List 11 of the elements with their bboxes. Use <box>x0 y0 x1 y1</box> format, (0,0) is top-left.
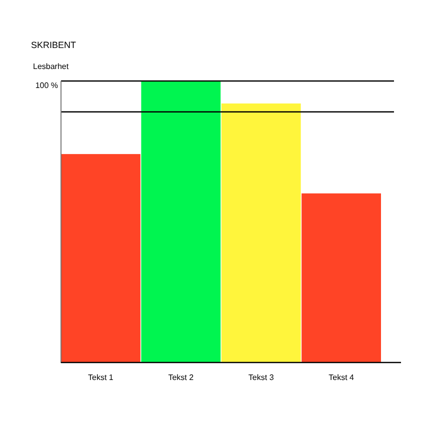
bar <box>61 154 140 362</box>
chart-subtitle: Lesbarhet <box>33 62 70 71</box>
bar <box>221 103 301 362</box>
x-tick-label: Tekst 3 <box>248 373 274 382</box>
bar <box>302 193 381 362</box>
x-tick-label: Tekst 2 <box>168 373 194 382</box>
x-tick-label: Tekst 1 <box>88 373 114 382</box>
chart-title: SKRIBENT <box>31 40 77 50</box>
x-tick-label: Tekst 4 <box>328 373 355 382</box>
bar <box>141 81 221 362</box>
ref-line-label: 100 % <box>35 81 58 90</box>
